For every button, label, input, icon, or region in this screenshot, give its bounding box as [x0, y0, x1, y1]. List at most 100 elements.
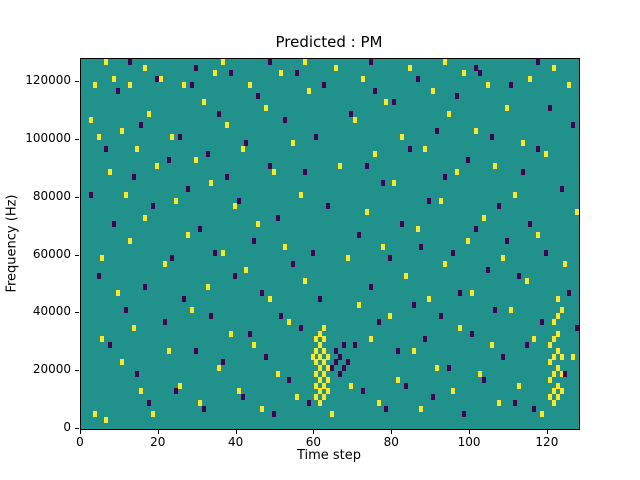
- heatmap-cell: [411, 347, 416, 354]
- heatmap-cell: [119, 359, 124, 366]
- heatmap-cell: [186, 232, 191, 239]
- heatmap-cell: [454, 93, 459, 100]
- heatmap-cell: [279, 313, 284, 320]
- heatmap-cell: [189, 307, 194, 314]
- heatmap-cell: [306, 399, 311, 406]
- heatmap-cell: [466, 238, 471, 244]
- heatmap-cell: [275, 370, 280, 377]
- y-tick-label: 40000: [32, 304, 71, 319]
- heatmap-cell: [361, 388, 366, 395]
- heatmap-cell: [326, 388, 331, 395]
- heatmap-cell: [442, 59, 447, 65]
- heatmap-cell: [318, 353, 323, 360]
- heatmap-cell: [298, 191, 303, 198]
- heatmap-cell: [458, 324, 463, 331]
- heatmap-cell: [427, 295, 432, 302]
- heatmap-cell: [158, 76, 163, 83]
- heatmap-cell: [201, 99, 206, 106]
- heatmap-cell: [333, 347, 338, 354]
- heatmap-cell: [232, 272, 237, 279]
- heatmap-cell: [547, 342, 552, 349]
- heatmap-cell: [407, 64, 412, 71]
- heatmap-cell: [551, 353, 556, 360]
- heatmap-cell: [403, 382, 408, 389]
- heatmap-cell: [349, 382, 354, 389]
- heatmap-cell: [322, 370, 327, 377]
- heatmap-cell: [532, 336, 537, 343]
- heatmap-cell: [314, 394, 319, 401]
- heatmap-cell: [92, 81, 97, 88]
- heatmap-cell: [314, 359, 319, 366]
- heatmap-cell: [384, 405, 389, 412]
- heatmap-cell: [318, 388, 323, 395]
- heatmap-cell: [388, 313, 393, 320]
- heatmap-cell: [310, 249, 315, 256]
- heatmap-cell: [493, 162, 498, 169]
- heatmap-cell: [357, 301, 362, 308]
- heatmap-cell: [112, 220, 117, 227]
- heatmap-cell: [551, 318, 556, 325]
- heatmap-cell: [536, 232, 541, 239]
- heatmap-cell: [116, 290, 121, 297]
- heatmap-cell: [559, 307, 564, 314]
- heatmap-cell: [485, 266, 490, 273]
- heatmap-cell: [283, 116, 288, 123]
- heatmap-cell: [310, 353, 315, 360]
- y-tick-mark: [75, 254, 79, 256]
- heatmap-cell: [100, 336, 105, 343]
- heatmap-cell: [528, 220, 533, 227]
- heatmap-cell: [368, 336, 373, 343]
- heatmap-cell: [271, 411, 276, 418]
- heatmap-cell: [559, 370, 564, 377]
- heatmap-cell: [240, 145, 245, 152]
- chart-title: Predicted : PM: [275, 33, 383, 51]
- heatmap-cell: [279, 70, 284, 77]
- heatmap-cell: [555, 330, 560, 337]
- heatmap-cell: [271, 168, 276, 175]
- heatmap-cell: [131, 324, 136, 331]
- heatmap-cell: [415, 226, 420, 233]
- heatmap-cell: [431, 394, 436, 401]
- heatmap-cell: [403, 272, 408, 279]
- y-tick-mark: [75, 428, 79, 429]
- heatmap-cell: [489, 342, 494, 349]
- heatmap-cell: [256, 220, 261, 227]
- heatmap-cell: [376, 399, 381, 406]
- heatmap-cell: [221, 359, 226, 366]
- heatmap-cell: [508, 81, 513, 88]
- heatmap-cell: [501, 353, 506, 360]
- y-tick-label: 80000: [32, 188, 71, 203]
- heatmap-cell: [536, 59, 541, 65]
- heatmap-cell: [333, 359, 338, 366]
- heatmap-cell: [302, 278, 307, 285]
- heatmap-cell: [123, 191, 128, 198]
- heatmap-cell: [450, 249, 455, 256]
- heatmap-cell: [567, 81, 572, 88]
- heatmap-cell: [505, 238, 510, 244]
- heatmap-cell: [182, 295, 187, 302]
- heatmap-cell: [283, 243, 288, 250]
- heatmap-cell: [88, 116, 93, 123]
- x-tick-label: 120: [535, 435, 559, 449]
- heatmap-cell: [100, 255, 105, 262]
- heatmap-cell: [396, 347, 401, 354]
- heatmap-cell: [116, 87, 121, 94]
- heatmap-cell: [520, 168, 525, 175]
- heatmap-cell: [151, 203, 156, 210]
- heatmap-cell: [477, 70, 482, 77]
- heatmap-cell: [462, 70, 467, 77]
- heatmap-cell: [318, 399, 323, 406]
- heatmap-cell: [197, 399, 202, 406]
- y-tick-label: 60000: [32, 246, 71, 261]
- heatmap-cell: [473, 128, 478, 135]
- heatmap-cell: [131, 174, 136, 181]
- heatmap-cell: [423, 336, 428, 343]
- heatmap-cell: [540, 411, 545, 418]
- heatmap-cell: [551, 370, 556, 377]
- heatmap-cell: [388, 255, 393, 262]
- heatmap-cell: [263, 105, 268, 112]
- x-tick-mark: [546, 430, 548, 434]
- heatmap-cell: [489, 133, 494, 140]
- heatmap-cell: [536, 145, 541, 152]
